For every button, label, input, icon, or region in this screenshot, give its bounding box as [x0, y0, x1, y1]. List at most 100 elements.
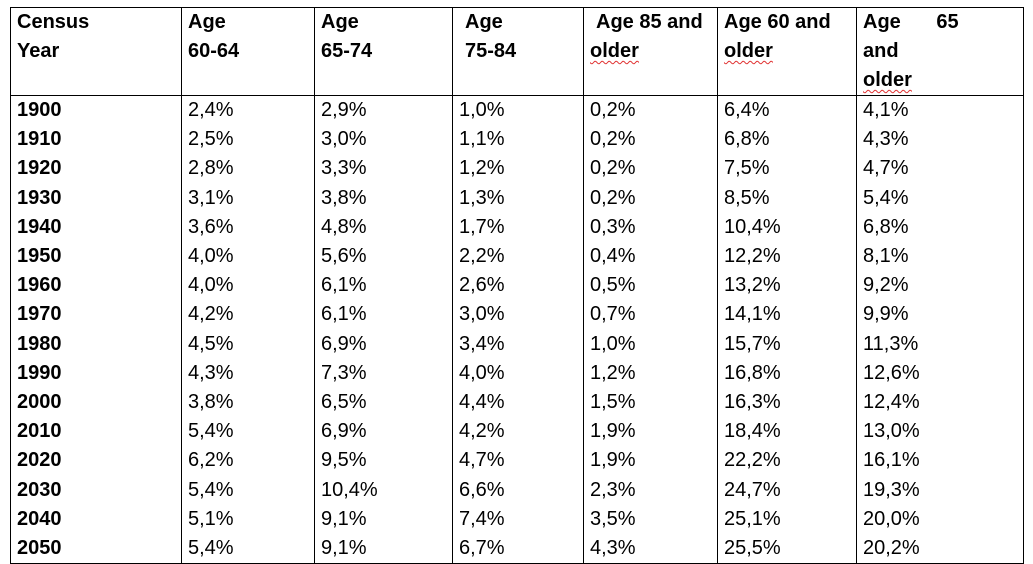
age-85-older-cell: 0,7%: [583, 300, 718, 330]
age-85-older-cell: 0,4%: [583, 242, 718, 272]
age-60-64-cell: 6,2%: [181, 446, 315, 476]
census-year-cell: 1970: [10, 300, 182, 330]
header-line: Age 85 and: [596, 11, 703, 33]
age-85-older-cell: 2,3%: [583, 475, 718, 505]
age-65-older-cell: 8,1%: [856, 242, 1024, 272]
age-85-older-cell: 0,2%: [583, 183, 718, 213]
age-65-older-cell: 12,4%: [856, 388, 1024, 418]
table-row: 2000 3,8% 6,5% 4,4% 1,5% 16,3% 12,4%: [10, 388, 1024, 418]
age-65-older-cell: 13,0%: [856, 417, 1024, 447]
age-60-64-cell: 5,1%: [181, 504, 315, 535]
age-75-84-cell: 4,2%: [452, 417, 584, 447]
age-75-84-cell: 7,4%: [452, 504, 584, 535]
header-age-75-84: Age 75-84: [452, 7, 584, 96]
age-65-74-cell: 6,1%: [314, 271, 453, 301]
age-85-older-cell: 0,3%: [583, 212, 718, 243]
age-75-84-cell: 6,7%: [452, 534, 584, 564]
age-60-older-cell: 12,2%: [717, 242, 857, 272]
age-60-64-cell: 4,0%: [181, 242, 315, 272]
table-row: 1960 4,0% 6,1% 2,6% 0,5% 13,2% 9,2%: [10, 271, 1024, 301]
header-age-65-74: Age 65-74: [314, 7, 453, 96]
age-65-74-cell: 3,0%: [314, 125, 453, 155]
header-line: Age 65 and: [863, 11, 959, 62]
age-85-older-cell: 1,9%: [583, 446, 718, 476]
age-85-older-cell: 4,3%: [583, 534, 718, 564]
table-row: 1900 2,4% 2,9% 1,0% 0,2% 6,4% 4,1%: [10, 95, 1024, 126]
header-age-65-older: Age 65 and older: [856, 7, 1024, 96]
age-60-older-cell: 18,4%: [717, 417, 857, 447]
header-line: 60-64: [188, 40, 240, 62]
age-65-74-cell: 9,1%: [314, 534, 453, 564]
header-age-85-older: Age 85 and older: [583, 7, 718, 96]
age-85-older-cell: 0,5%: [583, 271, 718, 301]
header-line: older: [724, 40, 773, 62]
age-65-74-cell: 9,1%: [314, 504, 453, 535]
census-year-cell: 1980: [10, 329, 182, 359]
age-85-older-cell: 3,5%: [583, 504, 718, 535]
age-75-84-cell: 1,3%: [452, 183, 584, 213]
age-65-74-cell: 9,5%: [314, 446, 453, 476]
age-60-64-cell: 3,1%: [181, 183, 315, 213]
age-65-older-cell: 4,1%: [856, 95, 1024, 126]
header-line: older: [590, 40, 639, 62]
age-75-84-cell: 2,2%: [452, 242, 584, 272]
age-75-84-cell: 1,2%: [452, 154, 584, 184]
census-year-cell: 1960: [10, 271, 182, 301]
age-60-older-cell: 6,8%: [717, 125, 857, 155]
census-year-cell: 1940: [10, 212, 182, 243]
table-row: 1990 4,3% 7,3% 4,0% 1,2% 16,8% 12,6%: [10, 358, 1024, 389]
age-65-74-cell: 6,9%: [314, 329, 453, 359]
header-line: Age: [321, 11, 359, 33]
age-65-74-cell: 3,8%: [314, 183, 453, 213]
age-65-74-cell: 10,4%: [314, 475, 453, 505]
table-row: 2020 6,2% 9,5% 4,7% 1,9% 22,2% 16,1%: [10, 446, 1024, 476]
header-census-year: Census Year: [10, 7, 182, 96]
age-60-64-cell: 4,2%: [181, 300, 315, 330]
age-60-older-cell: 15,7%: [717, 329, 857, 359]
age-65-older-cell: 4,3%: [856, 125, 1024, 155]
age-60-64-cell: 5,4%: [181, 534, 315, 564]
census-year-cell: 2020: [10, 446, 182, 476]
age-60-older-cell: 25,1%: [717, 504, 857, 535]
census-year-cell: 2040: [10, 504, 182, 535]
table-row: 1970 4,2% 6,1% 3,0% 0,7% 14,1% 9,9%: [10, 300, 1024, 330]
age-60-older-cell: 8,5%: [717, 183, 857, 213]
age-65-older-cell: 19,3%: [856, 475, 1024, 505]
age-65-74-cell: 6,1%: [314, 300, 453, 330]
census-year-cell: 2010: [10, 417, 182, 447]
table-row: 1980 4,5% 6,9% 3,4% 1,0% 15,7% 11,3%: [10, 329, 1024, 359]
age-65-74-cell: 4,8%: [314, 212, 453, 243]
age-85-older-cell: 1,2%: [583, 358, 718, 389]
age-60-older-cell: 22,2%: [717, 446, 857, 476]
age-65-74-cell: 7,3%: [314, 358, 453, 389]
age-60-older-cell: 25,5%: [717, 534, 857, 564]
age-60-64-cell: 4,5%: [181, 329, 315, 359]
age-60-older-cell: 7,5%: [717, 154, 857, 184]
age-75-84-cell: 4,7%: [452, 446, 584, 476]
header-age-60-older: Age 60 and older: [717, 7, 857, 96]
age-65-older-cell: 5,4%: [856, 183, 1024, 213]
census-year-cell: 1900: [10, 95, 182, 126]
age-75-84-cell: 4,0%: [452, 358, 584, 389]
table-row: 1920 2,8% 3,3% 1,2% 0,2% 7,5% 4,7%: [10, 154, 1024, 184]
age-65-older-cell: 20,0%: [856, 504, 1024, 535]
age-65-older-cell: 20,2%: [856, 534, 1024, 564]
table-row: 1930 3,1% 3,8% 1,3% 0,2% 8,5% 5,4%: [10, 183, 1024, 213]
census-year-cell: 2050: [10, 534, 182, 564]
table-row: 1950 4,0% 5,6% 2,2% 0,4% 12,2% 8,1%: [10, 242, 1024, 272]
age-65-older-cell: 9,2%: [856, 271, 1024, 301]
header-row: Census Year Age 60-64 Age 65-74 Age 75-8…: [10, 7, 1024, 96]
age-75-84-cell: 6,6%: [452, 475, 584, 505]
header-line: Age 60 and: [724, 11, 831, 33]
census-year-cell: 1930: [10, 183, 182, 213]
age-60-64-cell: 4,0%: [181, 271, 315, 301]
age-65-older-cell: 4,7%: [856, 154, 1024, 184]
table-row: 2010 5,4% 6,9% 4,2% 1,9% 18,4% 13,0%: [10, 417, 1024, 447]
header-line: 75-84: [465, 40, 517, 62]
table-row: 1940 3,6% 4,8% 1,7% 0,3% 10,4% 6,8%: [10, 212, 1024, 243]
age-75-84-cell: 3,0%: [452, 300, 584, 330]
census-age-table: Census Year Age 60-64 Age 65-74 Age 75-8…: [10, 7, 1024, 564]
age-60-older-cell: 16,8%: [717, 358, 857, 389]
age-75-84-cell: 1,7%: [452, 212, 584, 243]
header-age-60-64: Age 60-64: [181, 7, 315, 96]
